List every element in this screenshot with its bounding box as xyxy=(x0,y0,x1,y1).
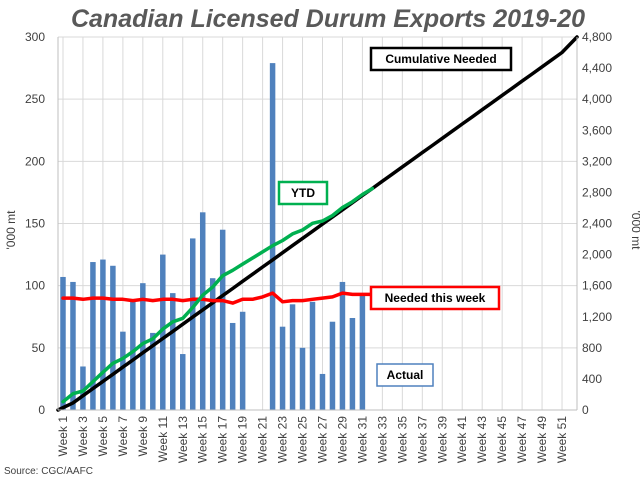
y-right-tick-label: 4,800 xyxy=(582,30,612,44)
x-tick-label: Week 1 xyxy=(56,416,70,457)
bar xyxy=(329,321,336,410)
y-left-tick-label: 200 xyxy=(25,154,45,168)
bar xyxy=(279,326,286,410)
y-left-tick-label: 150 xyxy=(25,217,45,231)
bar xyxy=(170,293,176,410)
y-right-tick-label: 800 xyxy=(582,341,602,355)
x-tick-label: Week 37 xyxy=(415,416,429,463)
y-right-tick-label: 1,600 xyxy=(582,279,612,293)
callout-needed-this-week-box xyxy=(369,285,501,311)
bar xyxy=(160,254,166,410)
bar-series-actual xyxy=(60,63,366,411)
callout-needed-this-week-label: Needed this week xyxy=(385,291,486,305)
bar xyxy=(319,373,326,410)
y-left-tick-label: 300 xyxy=(25,30,45,44)
bar xyxy=(180,354,186,410)
callout-ytd-box xyxy=(277,180,329,206)
y-right-tick-label: 2,400 xyxy=(582,217,612,231)
bar xyxy=(359,294,366,410)
x-tick-label: Week 17 xyxy=(216,416,230,463)
x-tick-label: Week 51 xyxy=(555,416,569,463)
bar xyxy=(239,311,246,410)
x-tick-label: Week 29 xyxy=(335,416,349,463)
x-tick-label: Week 3 xyxy=(76,416,90,457)
bar xyxy=(110,265,116,410)
x-tick-label: Week 45 xyxy=(495,416,509,463)
bar xyxy=(189,238,196,410)
x-tick-label: Week 23 xyxy=(276,416,290,463)
line-needed-this-week xyxy=(61,291,375,305)
bar xyxy=(80,366,86,410)
bar xyxy=(309,301,316,410)
bar xyxy=(339,281,346,410)
y-right-tick-label: 2,800 xyxy=(582,185,612,199)
x-tick-label: Week 41 xyxy=(455,416,469,463)
callout-cumulative-needed-label: Cumulative Needed xyxy=(385,52,496,66)
x-tick-label: Week 5 xyxy=(96,416,110,457)
bar xyxy=(150,332,156,410)
bar xyxy=(60,276,66,410)
x-tick-label: Week 27 xyxy=(315,416,329,463)
bar xyxy=(289,304,296,410)
y-right-tick-label: 2,000 xyxy=(582,248,612,262)
legend-callouts: Cumulative Needed YTD Needed this week Actu… xyxy=(277,46,513,387)
x-tick-label: Week 13 xyxy=(176,416,190,463)
callout-actual-box xyxy=(376,363,434,387)
line-cumulative-needed xyxy=(56,35,579,412)
callout-cumulative-needed-box xyxy=(369,46,513,72)
line-series xyxy=(56,35,579,412)
source-note: Source: CGC/AAFC xyxy=(4,466,93,477)
y-axis-left-ticks: 0 50 100 150 200 250 300 xyxy=(25,30,45,417)
callout-actual-label: Actual xyxy=(387,368,424,382)
y-right-tick-label: 4,400 xyxy=(582,61,612,75)
y-right-tick-label: 400 xyxy=(582,372,602,386)
y-axis-left-label: '000 mt xyxy=(4,210,18,250)
x-tick-label: Week 25 xyxy=(296,416,310,463)
y-left-tick-label: 100 xyxy=(25,279,45,293)
bar xyxy=(269,63,276,411)
bar xyxy=(90,262,96,410)
bar xyxy=(349,317,356,410)
bar xyxy=(140,283,146,410)
y-right-tick-label: 1,200 xyxy=(582,310,612,324)
x-tick-label: Week 31 xyxy=(355,416,369,463)
x-tick-label: Week 21 xyxy=(256,416,270,463)
callout-ytd-label: YTD xyxy=(291,186,315,200)
y-left-tick-label: 50 xyxy=(32,341,46,355)
x-tick-label: Week 11 xyxy=(156,416,170,463)
bar xyxy=(130,300,136,410)
x-axis-ticks: Week 1 Week 3 Week 5 Week 7 Week 9 Week 11 Wee… xyxy=(56,416,569,463)
y-right-tick-label: 3,200 xyxy=(582,154,612,168)
x-tick-label: Week 7 xyxy=(116,416,130,457)
bar xyxy=(219,229,226,410)
chart-title: Canadian Licensed Durum Exports 2019-20 xyxy=(71,5,585,33)
x-tick-label: Week 47 xyxy=(515,416,529,463)
y-right-tick-label: 4,000 xyxy=(582,92,612,106)
y-left-tick-label: 250 xyxy=(25,92,45,106)
bar xyxy=(120,331,126,410)
x-tick-label: Week 35 xyxy=(395,416,409,463)
x-tick-label: Week 33 xyxy=(375,416,389,463)
line-ytd xyxy=(61,186,375,404)
bar xyxy=(229,322,236,410)
bar xyxy=(209,278,216,410)
x-tick-label: Week 9 xyxy=(136,416,150,457)
y-axis-right-label: '000 mt xyxy=(629,211,640,251)
y-left-tick-label: 0 xyxy=(38,403,45,417)
x-tick-label: Week 19 xyxy=(236,416,250,463)
bar xyxy=(70,281,76,410)
bar xyxy=(100,259,106,410)
y-right-tick-label: 0 xyxy=(582,403,589,417)
x-tick-label: Week 49 xyxy=(535,416,549,463)
bar xyxy=(299,347,306,410)
x-tick-label: Week 39 xyxy=(435,416,449,463)
axes xyxy=(57,37,578,411)
y-axis-right-ticks: 0 400 800 1,200 1,600 2,000 2,400 2,800 3,200 3,6… xyxy=(582,30,612,417)
x-tick-label: Week 43 xyxy=(475,416,489,463)
x-tick-label: Week 15 xyxy=(196,416,210,463)
y-right-tick-label: 3,600 xyxy=(582,123,612,137)
